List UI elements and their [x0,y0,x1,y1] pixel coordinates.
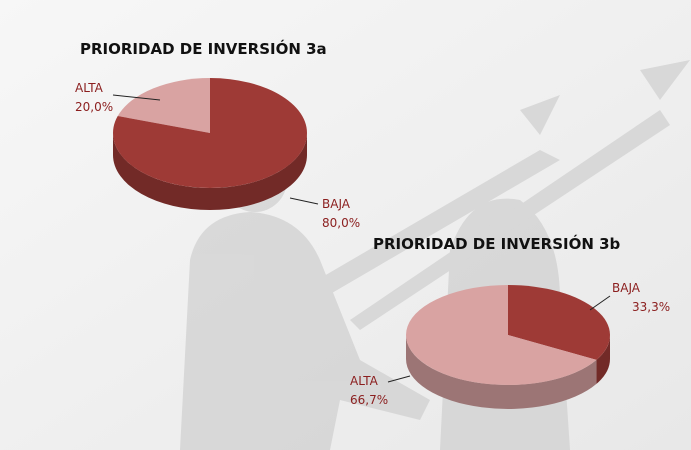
chart-title: PRIORIDAD DE INVERSIÓN 3a [80,39,327,58]
slice-label: ALTA [75,81,104,95]
chart: PRIORIDAD DE INVERSIÓN 3a PRIORIDAD DE I… [0,0,691,450]
slice-value-label: 33,3% [632,300,670,314]
slice-label: BAJA [322,197,351,211]
chart-title: PRIORIDAD DE INVERSIÓN 3b [373,234,621,253]
slice-label: BAJA [612,281,641,295]
slice-value-label: 20,0% [75,100,113,114]
slice-value-label: 80,0% [322,216,360,230]
slice-value-label: 66,7% [350,393,388,407]
slice-label: ALTA [350,374,379,388]
